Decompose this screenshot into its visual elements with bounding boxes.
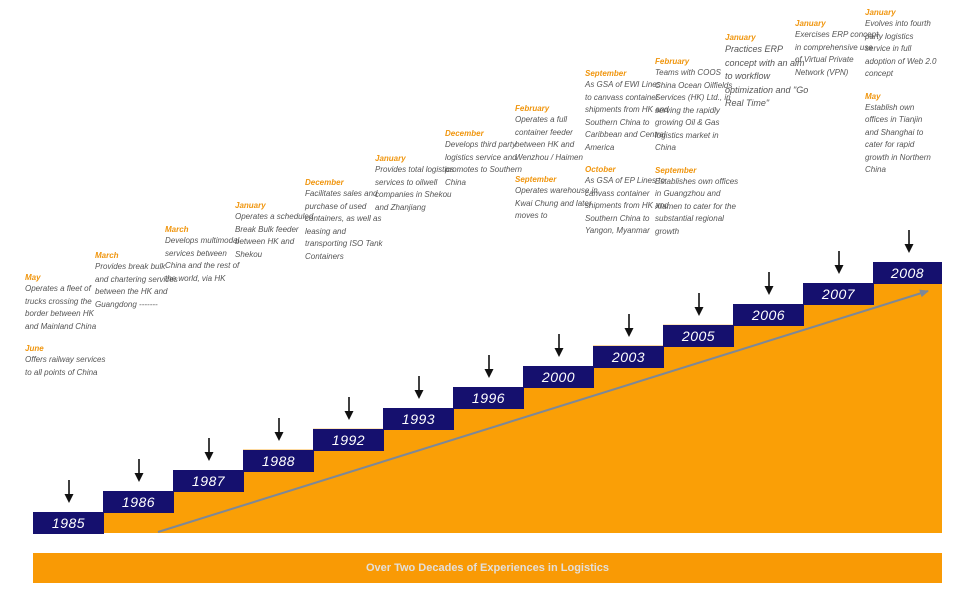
- down-arrow-icon: [904, 230, 914, 254]
- event-description: Teams with COOS China Ocean Oilfields Se…: [655, 68, 733, 152]
- event-month: January: [865, 8, 896, 17]
- down-arrow-icon: [694, 292, 704, 316]
- down-arrow-icon: [764, 272, 774, 295]
- event-description: Operates a fleet of trucks crossing the …: [25, 284, 97, 331]
- year-label-1986: 1986: [103, 491, 174, 514]
- down-arrow-icon: [134, 459, 144, 483]
- event-month: May: [865, 91, 881, 101]
- year-label-2008: 2008: [873, 262, 942, 285]
- event-month: January: [375, 154, 406, 163]
- down-arrow-icon: [344, 396, 354, 420]
- event-description: Establish own offices in Tianjin and Sha…: [865, 102, 931, 175]
- event-month: January: [725, 33, 756, 42]
- down-arrow-icon: [204, 438, 214, 462]
- milestone-1996: December Develops third party logistics s…: [445, 128, 529, 199]
- event-month: March: [165, 225, 189, 234]
- event-description: Exercises ERP concept in comprehensive u…: [795, 30, 879, 77]
- milestone-2006: January Practices ERP concept with an aim…: [725, 32, 809, 121]
- event-description: Operates a scheduled Break Bulk feeder b…: [235, 212, 314, 259]
- milestone-1987: March Develops multimodal services betwee…: [165, 224, 249, 295]
- event-month: December: [445, 129, 484, 138]
- event-description: Establishes own offices in Guangzhou and…: [655, 176, 739, 236]
- milestone-2003: September As GSA of EWI Lines to canvass …: [585, 68, 669, 248]
- year-label-1987: 1987: [173, 470, 244, 493]
- year-label-1988: 1988: [243, 449, 314, 472]
- milestone-1985: May Operates a fleet of trucks crossing t…: [25, 272, 109, 389]
- year-label-2005: 2005: [663, 324, 734, 347]
- year-label-2000: 2000: [523, 366, 594, 389]
- event-description: As GSA of EWI Lines to canvass container…: [585, 80, 669, 152]
- banner: Over Two Decades of Experiences in Logis…: [33, 553, 942, 583]
- year-label-1996: 1996: [453, 387, 524, 410]
- event-month: January: [235, 201, 266, 210]
- milestone-1992: December Facilitates sales and purchase o…: [305, 177, 389, 273]
- year-label-1993: 1993: [383, 408, 454, 430]
- down-arrow-icon: [484, 355, 494, 379]
- down-arrow-icon: [274, 417, 284, 441]
- growth-trend-arrow: [157, 289, 929, 533]
- event-month: October: [585, 165, 616, 174]
- event-description: Offers railway services to all points of…: [25, 355, 106, 377]
- down-arrow-icon: [624, 313, 634, 337]
- event-description: Provides total logistics services to oil…: [375, 165, 455, 212]
- milestone-1988: January Operates a scheduled Break Bulk f…: [235, 200, 319, 271]
- event-description: Develops multimodal services between Chi…: [165, 236, 240, 283]
- milestone-1993: January Provides total logistics services…: [375, 153, 459, 224]
- event-description: Operates warehouse in Kwai Chung and lat…: [515, 186, 598, 220]
- down-arrow-icon: [64, 480, 74, 503]
- event-month: September: [655, 165, 697, 175]
- event-month: December: [305, 178, 344, 187]
- event-month: January: [795, 19, 826, 28]
- milestone-2007: January Exercises ERP concept in comprehe…: [795, 18, 879, 89]
- event-description: Provides break bulk and chartering servi…: [95, 262, 178, 309]
- event-month: September: [585, 69, 627, 78]
- year-label-1985: 1985: [33, 512, 104, 534]
- event-month: February: [655, 57, 690, 66]
- milestone-2008: January Evolves into fourth party logisti…: [865, 7, 937, 187]
- down-arrow-icon: [834, 251, 844, 275]
- event-description: Operates a full container feeder between…: [515, 115, 583, 162]
- milestone-1986: March Provides break bulk and chartering …: [95, 250, 179, 321]
- event-month: September: [515, 175, 557, 184]
- event-description: Facilitates sales and purchase of used c…: [305, 189, 383, 261]
- milestone-2000: February Operates a full container feeder…: [515, 103, 599, 233]
- down-arrow-icon: [554, 334, 564, 358]
- event-description: Evolves into fourth party logistics serv…: [865, 19, 937, 78]
- year-label-2003: 2003: [593, 345, 664, 368]
- event-month: February: [515, 104, 550, 113]
- event-month: May: [25, 273, 41, 282]
- down-arrow-icon: [414, 376, 424, 399]
- year-label-1992: 1992: [313, 428, 384, 451]
- event-description: Practices ERP concept with an aim to wor…: [725, 44, 809, 108]
- event-description: As GSA of EP Lines to canvass container …: [585, 176, 669, 235]
- event-description: Develops third party logistics service a…: [445, 140, 522, 187]
- event-month: March: [95, 251, 119, 260]
- event-month: June: [25, 344, 44, 353]
- milestone-2005: February Teams with COOS China Ocean Oilf…: [655, 56, 739, 248]
- year-label-2006: 2006: [733, 304, 804, 326]
- year-label-2007: 2007: [803, 283, 874, 306]
